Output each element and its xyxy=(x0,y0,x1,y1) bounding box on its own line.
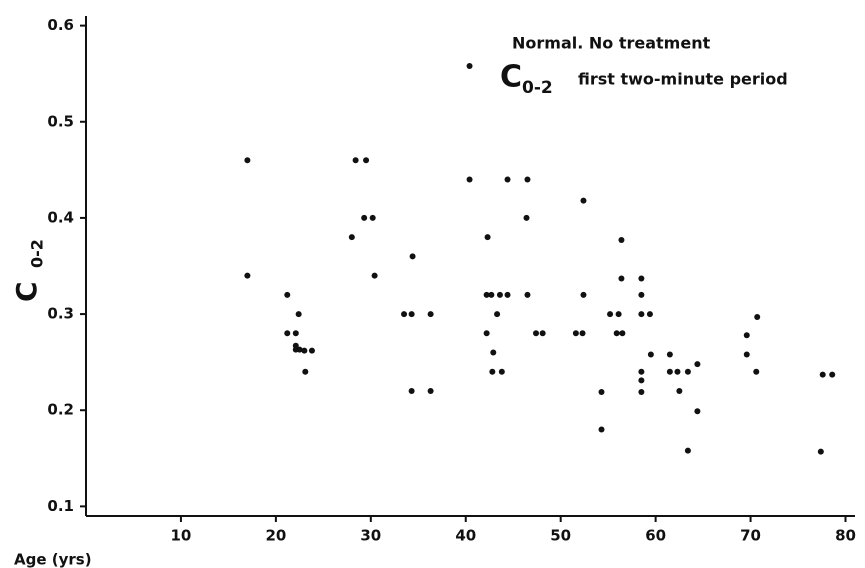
point xyxy=(408,388,415,394)
point xyxy=(489,368,496,375)
point xyxy=(494,311,501,318)
point xyxy=(483,291,490,298)
point xyxy=(646,311,653,318)
point xyxy=(684,447,691,454)
x-tick-label: 20 xyxy=(265,527,286,545)
point xyxy=(363,157,370,164)
point xyxy=(638,311,645,318)
point xyxy=(361,214,368,221)
point xyxy=(638,377,645,384)
point xyxy=(348,234,355,241)
point xyxy=(613,330,620,337)
point xyxy=(647,351,654,358)
point xyxy=(302,368,309,375)
point xyxy=(539,330,546,337)
point xyxy=(301,347,308,354)
x-tick-label: 70 xyxy=(740,527,761,545)
point xyxy=(244,157,251,164)
point xyxy=(666,368,673,375)
x-axis-label: Age (yrs) xyxy=(14,551,92,568)
point xyxy=(817,448,824,455)
point xyxy=(638,291,645,298)
point xyxy=(819,371,826,378)
point xyxy=(496,291,503,298)
y-tick-label: 0.3 xyxy=(47,305,74,323)
point xyxy=(580,197,587,204)
point xyxy=(523,214,530,221)
point xyxy=(408,311,415,318)
y-tick-label: 0.5 xyxy=(47,112,74,130)
x-tick-label: 40 xyxy=(455,527,476,545)
point xyxy=(598,426,605,433)
point xyxy=(371,272,378,279)
subtitle-subscript: 0-2 xyxy=(522,78,553,98)
point xyxy=(292,330,299,337)
point xyxy=(483,330,490,337)
point xyxy=(284,330,291,337)
point xyxy=(488,291,495,298)
point xyxy=(409,253,416,260)
point xyxy=(466,176,473,183)
point xyxy=(524,176,531,183)
point xyxy=(754,313,761,320)
point xyxy=(504,291,511,298)
point xyxy=(295,311,302,318)
point xyxy=(352,157,359,164)
point xyxy=(638,368,645,375)
point xyxy=(753,368,760,375)
y-tick-label: 0.2 xyxy=(47,401,74,419)
point xyxy=(684,368,691,375)
point xyxy=(743,351,750,358)
point xyxy=(401,311,408,318)
point xyxy=(598,388,605,395)
point xyxy=(618,237,625,244)
x-tick-label: 50 xyxy=(550,527,571,545)
point xyxy=(694,408,701,415)
point xyxy=(619,330,626,337)
x-tick-label: 30 xyxy=(360,527,381,545)
y-axis-label: C xyxy=(10,281,43,302)
point xyxy=(490,349,497,356)
point xyxy=(666,351,673,358)
point xyxy=(484,234,491,241)
point xyxy=(674,368,681,375)
point xyxy=(504,176,511,183)
x-tick-label: 60 xyxy=(645,527,666,545)
point xyxy=(615,311,622,318)
point xyxy=(533,330,540,337)
point xyxy=(427,311,434,318)
y-tick-label: 0.1 xyxy=(47,497,74,515)
point xyxy=(369,214,376,221)
point xyxy=(580,291,587,298)
point xyxy=(694,361,701,368)
point xyxy=(638,275,645,282)
point xyxy=(638,388,645,395)
point xyxy=(296,346,303,353)
y-axis-label-subscript: 0-2 xyxy=(28,239,47,268)
x-tick-label: 10 xyxy=(171,527,192,545)
chart-title: Normal. No treatment xyxy=(512,34,711,53)
x-tick-label: 80 xyxy=(835,527,856,545)
point xyxy=(524,291,531,298)
point xyxy=(618,275,625,282)
subtitle: first two-minute period xyxy=(578,70,788,89)
y-tick-label: 0.6 xyxy=(47,16,74,34)
point xyxy=(743,332,750,339)
point xyxy=(427,388,434,394)
y-tick-label: 0.4 xyxy=(47,208,74,226)
point xyxy=(498,368,505,375)
point xyxy=(607,311,614,318)
point xyxy=(308,347,315,354)
point xyxy=(579,330,586,337)
point xyxy=(676,388,683,394)
point xyxy=(829,371,836,378)
point xyxy=(244,272,251,279)
point xyxy=(572,330,579,337)
point xyxy=(466,63,473,69)
point xyxy=(284,291,291,298)
subtitle-symbol: C xyxy=(500,60,522,95)
